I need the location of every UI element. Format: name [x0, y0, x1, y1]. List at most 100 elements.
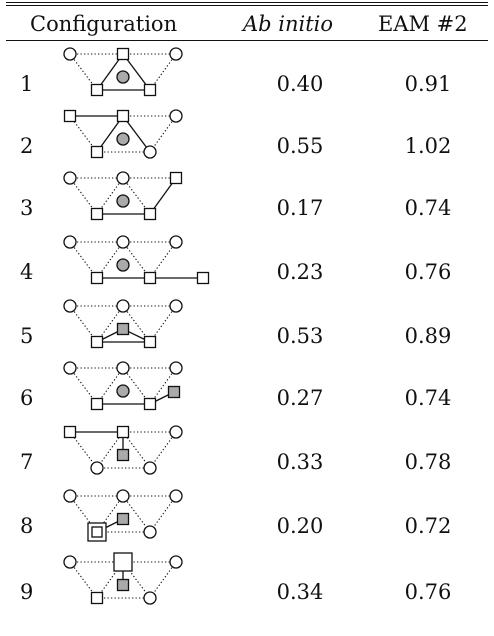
node-d-open-square [90, 207, 104, 221]
node-e-open-square [143, 397, 157, 411]
header-rule [6, 40, 488, 41]
dotted-link-ad [69, 53, 98, 91]
node-e-open-circle [143, 525, 157, 539]
configuration-diagram [63, 47, 183, 97]
node-g-gray-circle [116, 258, 130, 272]
row-number: 6 [20, 386, 34, 410]
node-e-open-square [143, 207, 157, 221]
dotted-link-be [122, 305, 151, 343]
node-a-open-circle [63, 361, 77, 375]
eam-value: 0.78 [404, 450, 452, 474]
dotted-link-ce [149, 305, 177, 343]
node-a-open-circle [63, 299, 77, 313]
node-e-open-circle [143, 591, 157, 605]
node-a-open-circle [63, 47, 77, 61]
node-c-open-circle [169, 489, 183, 503]
eam-value: 0.76 [404, 580, 452, 604]
node-d-open-square [90, 145, 104, 159]
dotted-link-ce [149, 495, 177, 533]
node-d-open-square [90, 397, 104, 411]
eam-value: 0.76 [404, 260, 452, 284]
ab-initio-value: 0.20 [276, 514, 324, 538]
configuration-diagram [63, 361, 183, 411]
node-a-open-circle [63, 171, 77, 185]
dotted-link-ce [149, 431, 177, 469]
row-number: 5 [20, 324, 34, 348]
node-b-open-square [116, 109, 130, 123]
configuration-diagram [63, 425, 183, 475]
row-number: 7 [20, 450, 34, 474]
node-d-open-square [90, 83, 104, 97]
node-d-open-circle [90, 461, 104, 475]
node-g-gray-square [116, 578, 130, 592]
row-number: 8 [20, 514, 34, 538]
ab-initio-value: 0.34 [276, 580, 324, 604]
ab-initio-value: 0.33 [276, 450, 324, 474]
node-g-gray-square [116, 322, 130, 336]
dotted-link-ce [149, 53, 177, 91]
eam-value: 0.89 [404, 324, 452, 348]
node-c-open-circle [169, 555, 183, 569]
node-e-open-circle [143, 461, 157, 475]
row-number: 2 [20, 134, 34, 158]
node-g-gray-circle [116, 384, 130, 398]
node-a-open-circle [63, 235, 77, 249]
row-number: 3 [20, 196, 34, 220]
dotted-link-ce [149, 561, 177, 599]
node-d-open-square [90, 591, 104, 605]
node-a-open-square [63, 109, 77, 123]
ab-initio-value: 0.27 [276, 386, 324, 410]
node-e-open-square [143, 271, 157, 285]
dotted-link-be [122, 367, 151, 405]
node-e-open-circle [143, 145, 157, 159]
node-c-open-circle [169, 47, 183, 61]
dotted-link-bd [96, 367, 124, 405]
node-c-open-circle [169, 109, 183, 123]
node-g-gray-circle [116, 132, 130, 146]
node-d-open-square [90, 271, 104, 285]
dotted-link-be [122, 241, 151, 279]
configuration-diagram [63, 552, 183, 605]
ab-initio-value: 0.53 [276, 324, 324, 348]
dotted-link-ad [69, 561, 98, 599]
dotted-link-ad [69, 177, 98, 215]
dotted-link-be [122, 495, 151, 533]
node-b-open-circle [116, 171, 130, 185]
top-rule [6, 2, 488, 3]
dotted-link-bd [96, 305, 124, 343]
dotted-link-be [122, 177, 151, 215]
node-c-open-circle [169, 299, 183, 313]
node-c-open-circle [169, 361, 183, 375]
ab-initio-value: 0.23 [276, 260, 324, 284]
node-g-gray-square [116, 512, 130, 526]
configuration-diagram [63, 171, 183, 221]
node-g-gray-circle [116, 194, 130, 208]
dotted-link-bd [96, 177, 124, 215]
eam-value: 0.72 [404, 514, 452, 538]
dotted-link-ce [149, 367, 177, 405]
node-d-double-square-inner [91, 526, 103, 538]
node-h-gray-square [167, 385, 181, 399]
node-f-open-square [196, 271, 210, 285]
node-b-open-circle [116, 361, 130, 375]
node-b-open-square [116, 425, 130, 439]
dotted-link-ce [149, 241, 177, 279]
header-ab-initio: Ab initio [243, 12, 334, 36]
node-c-open-circle [169, 425, 183, 439]
node-e-open-square [143, 83, 157, 97]
configuration-diagram [63, 489, 183, 542]
dotted-link-ce [149, 115, 177, 153]
node-b-large-square [113, 552, 133, 572]
top-rule-double [6, 5, 488, 6]
node-a-open-square [63, 425, 77, 439]
row-number: 1 [20, 72, 34, 96]
configuration-diagram [63, 235, 210, 285]
eam-value: 1.02 [404, 134, 452, 158]
configuration-diagram [63, 109, 183, 159]
configuration-diagram [63, 299, 183, 349]
dotted-link-ad [69, 495, 98, 533]
node-b-open-circle [116, 299, 130, 313]
ab-initio-value: 0.55 [276, 134, 324, 158]
node-b-open-circle [116, 235, 130, 249]
header-eam: EAM #2 [378, 12, 468, 36]
